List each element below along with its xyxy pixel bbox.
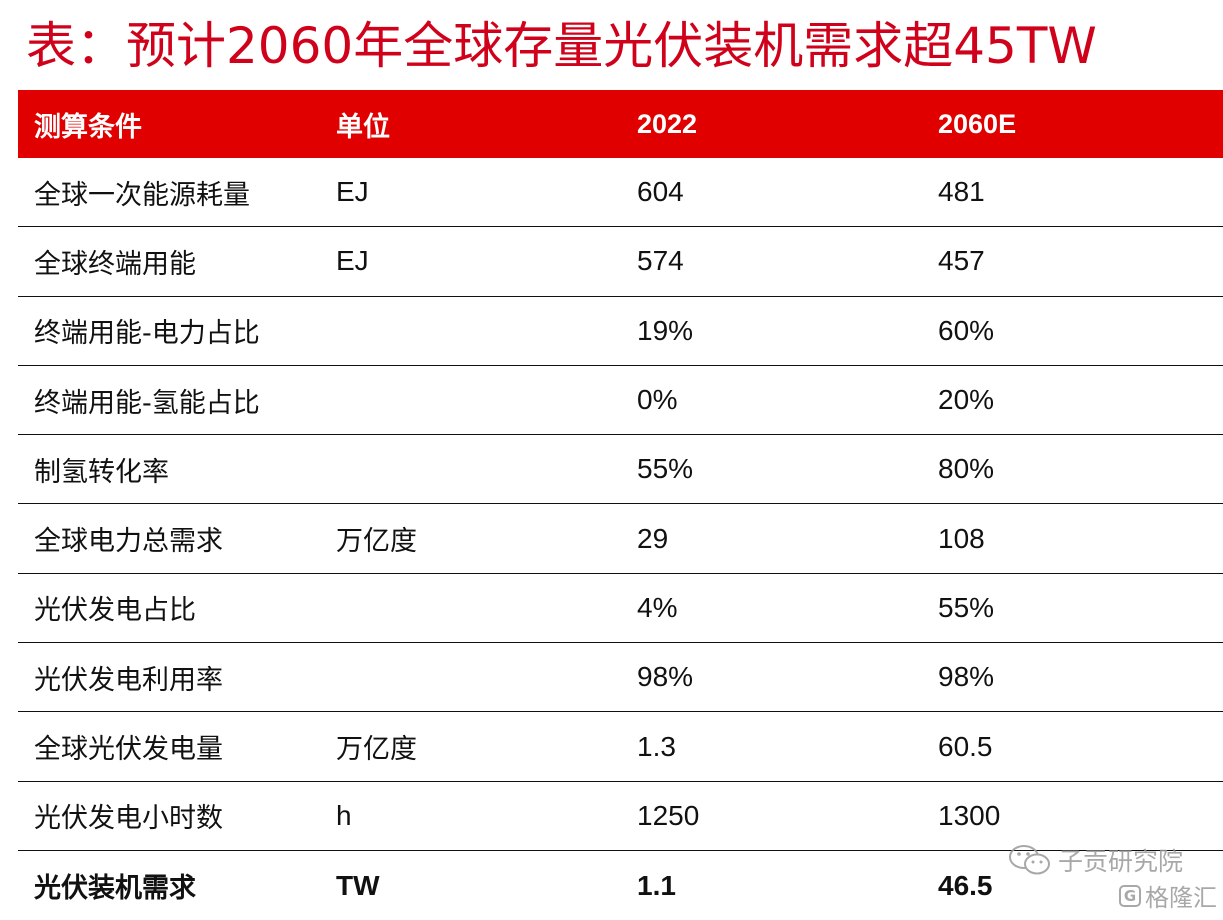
row-label: 光伏发电占比: [34, 595, 196, 627]
row-value-2022: 1.1: [637, 869, 676, 901]
row-value-2060e: 108: [938, 522, 985, 554]
row-value-2022: 4%: [637, 591, 678, 623]
row-unit: 万亿度: [336, 526, 417, 558]
row-label: 终端用能-氢能占比: [34, 387, 260, 419]
table-row-total: 光伏装机需求 TW 1.1 46.5: [18, 851, 1223, 920]
page-title: 表：预计2060年全球存量光伏装机需求超45TW: [26, 17, 1097, 75]
row-value-2060e: 1300: [938, 799, 1001, 831]
row-value-2060e: 60.5: [938, 730, 993, 762]
table-row: 全球光伏发电量 万亿度 1.3 60.5: [18, 712, 1223, 782]
header-2060e: 2060E: [938, 108, 1017, 139]
wechat-icon: [1008, 843, 1052, 877]
row-value-2060e: 481: [938, 176, 985, 208]
row-value-2022: 55%: [637, 453, 694, 485]
row-value-2022: 604: [637, 176, 684, 208]
row-unit: EJ: [336, 245, 369, 277]
row-unit: TW: [336, 869, 380, 901]
header-condition: 测算条件: [34, 111, 142, 142]
row-value-2022: 0%: [637, 384, 678, 416]
row-unit: h: [336, 799, 352, 831]
row-unit: EJ: [336, 176, 369, 208]
table-row: 全球终端用能 EJ 574 457: [18, 227, 1223, 297]
brand-watermark: G 格隆汇: [1119, 878, 1217, 913]
table-row: 光伏发电小时数 h 1250 1300: [18, 782, 1223, 851]
table-row: 终端用能-氢能占比 0% 20%: [18, 366, 1223, 436]
table-row: 全球一次能源耗量 EJ 604 481: [18, 158, 1223, 228]
table-row: 制氢转化率 55% 80%: [18, 435, 1223, 505]
header-2022: 2022: [637, 108, 698, 139]
row-label: 终端用能-电力占比: [34, 318, 260, 350]
row-value-2022: 19%: [637, 314, 694, 346]
source-watermark: 子贡研究院: [1008, 842, 1183, 878]
table-row: 全球电力总需求 万亿度 29 108: [18, 504, 1223, 574]
row-label: 全球终端用能: [34, 248, 196, 280]
data-table: 测算条件 单位 2022 2060E 全球一次能源耗量 EJ 604 481 全…: [18, 90, 1223, 920]
row-value-2060e: 98%: [938, 661, 995, 693]
row-value-2060e: 60%: [938, 314, 995, 346]
row-value-2060e: 20%: [938, 384, 995, 416]
header-unit: 单位: [336, 111, 390, 142]
row-label: 全球一次能源耗量: [34, 179, 250, 211]
row-value-2022: 1.3: [637, 730, 676, 762]
row-label: 光伏装机需求: [34, 873, 196, 905]
watermark-brand-text: 格隆汇: [1145, 884, 1217, 912]
row-value-2060e: 80%: [938, 453, 995, 485]
table-row: 终端用能-电力占比 19% 60%: [18, 297, 1223, 366]
table-row: 光伏发电占比 4% 55%: [18, 574, 1223, 644]
watermark-source-text: 子贡研究院: [1057, 847, 1183, 876]
table-header-row: 测算条件 单位 2022 2060E: [18, 90, 1223, 158]
row-label: 全球光伏发电量: [34, 734, 223, 766]
row-label: 光伏发电利用率: [34, 664, 223, 696]
row-label: 制氢转化率: [34, 456, 169, 488]
brand-logo-icon: G: [1119, 884, 1141, 907]
row-value-2022: 574: [637, 245, 684, 277]
row-label: 全球电力总需求: [34, 526, 223, 558]
row-value-2060e: 46.5: [938, 869, 993, 901]
row-unit: 万亿度: [336, 734, 417, 766]
table-row: 光伏发电利用率 98% 98%: [18, 643, 1223, 713]
row-value-2060e: 457: [938, 245, 985, 277]
row-value-2060e: 55%: [938, 591, 995, 623]
row-value-2022: 98%: [637, 661, 694, 693]
row-label: 光伏发电小时数: [34, 803, 223, 835]
row-value-2022: 29: [637, 522, 669, 554]
row-value-2022: 1250: [637, 799, 700, 831]
